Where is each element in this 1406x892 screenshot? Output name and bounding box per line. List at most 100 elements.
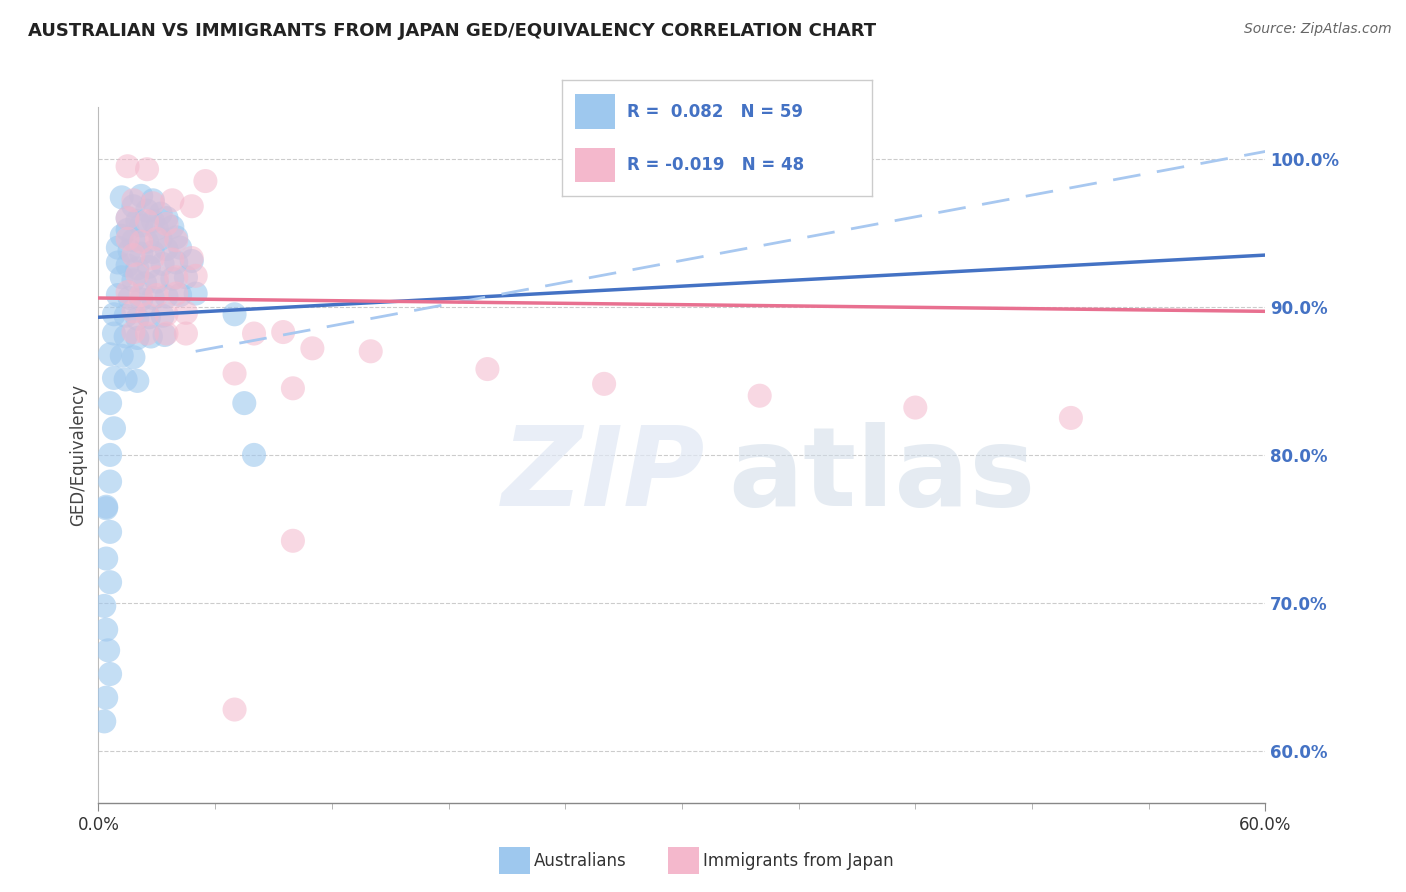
Point: [97, 643, 120, 657]
Point: [180, 254, 202, 268]
Point: [149, 232, 172, 246]
Point: [122, 304, 145, 318]
Point: [165, 255, 187, 269]
Point: [129, 288, 152, 302]
Point: [149, 206, 172, 220]
Point: [134, 276, 156, 290]
Point: [98, 524, 121, 539]
Text: R = -0.019   N = 48: R = -0.019 N = 48: [627, 156, 804, 174]
Point: [93, 714, 115, 729]
Point: [127, 331, 149, 345]
Point: [138, 260, 160, 274]
Point: [122, 199, 145, 213]
Point: [129, 189, 152, 203]
Point: [162, 272, 184, 286]
Point: [98, 347, 121, 361]
Point: [180, 199, 202, 213]
Point: [114, 372, 136, 386]
Bar: [575, 95, 614, 129]
Point: [184, 268, 207, 283]
Point: [122, 350, 145, 364]
Point: [117, 259, 139, 273]
Point: [224, 307, 246, 321]
Point: [152, 309, 174, 323]
Point: [165, 233, 187, 247]
Point: [111, 349, 134, 363]
Point: [129, 246, 152, 260]
Point: [98, 396, 121, 410]
Point: [96, 690, 118, 705]
Point: [96, 501, 118, 516]
Point: [136, 326, 159, 341]
Point: [114, 329, 136, 343]
Point: [233, 396, 256, 410]
Point: [146, 232, 169, 246]
Point: [117, 232, 139, 246]
Point: [174, 326, 197, 341]
Point: [107, 288, 129, 302]
Point: [98, 667, 121, 681]
Y-axis label: GED/Equivalency: GED/Equivalency: [69, 384, 87, 526]
Point: [184, 286, 207, 301]
Point: [1060, 411, 1083, 425]
Point: [129, 293, 152, 307]
Point: [155, 242, 177, 256]
Point: [593, 376, 616, 391]
Point: [146, 288, 169, 302]
Point: [122, 325, 145, 339]
Point: [117, 285, 139, 299]
Point: [107, 255, 129, 269]
Point: [127, 261, 149, 276]
Point: [142, 194, 165, 208]
Point: [142, 245, 165, 260]
Point: [122, 273, 145, 287]
Point: [122, 233, 145, 247]
Point: [96, 500, 118, 514]
Point: [136, 203, 159, 218]
Point: [477, 362, 499, 376]
Point: [96, 623, 118, 637]
Point: [152, 257, 174, 271]
Point: [111, 270, 134, 285]
Point: [136, 214, 159, 228]
Point: [301, 342, 323, 356]
Text: ZIP: ZIP: [502, 422, 706, 529]
Point: [146, 221, 169, 235]
Point: [174, 270, 197, 285]
Point: [127, 214, 149, 228]
Point: [127, 374, 149, 388]
Point: [107, 241, 129, 255]
Point: [165, 286, 187, 301]
Point: [103, 421, 125, 435]
Point: [103, 326, 125, 341]
Point: [243, 326, 266, 341]
Point: [162, 252, 184, 267]
Point: [136, 162, 159, 177]
Point: [129, 219, 152, 233]
Text: Australians: Australians: [534, 852, 627, 870]
Point: [98, 475, 121, 489]
Point: [122, 248, 145, 262]
Text: atlas: atlas: [728, 422, 1036, 529]
Bar: [575, 147, 614, 182]
Point: [169, 241, 191, 255]
Point: [194, 174, 217, 188]
Point: [127, 268, 149, 282]
Point: [162, 219, 184, 234]
Text: R =  0.082   N = 59: R = 0.082 N = 59: [627, 103, 803, 120]
Point: [146, 270, 169, 285]
Point: [155, 289, 177, 303]
Point: [136, 307, 159, 321]
Point: [281, 381, 304, 395]
Point: [138, 310, 160, 325]
Point: [904, 401, 927, 415]
Point: [139, 329, 162, 343]
Point: [122, 194, 145, 208]
Point: [155, 326, 177, 341]
Point: [114, 309, 136, 323]
Point: [165, 270, 187, 285]
Point: [142, 214, 165, 228]
Point: [103, 371, 125, 385]
Point: [136, 235, 159, 249]
Point: [142, 196, 165, 211]
